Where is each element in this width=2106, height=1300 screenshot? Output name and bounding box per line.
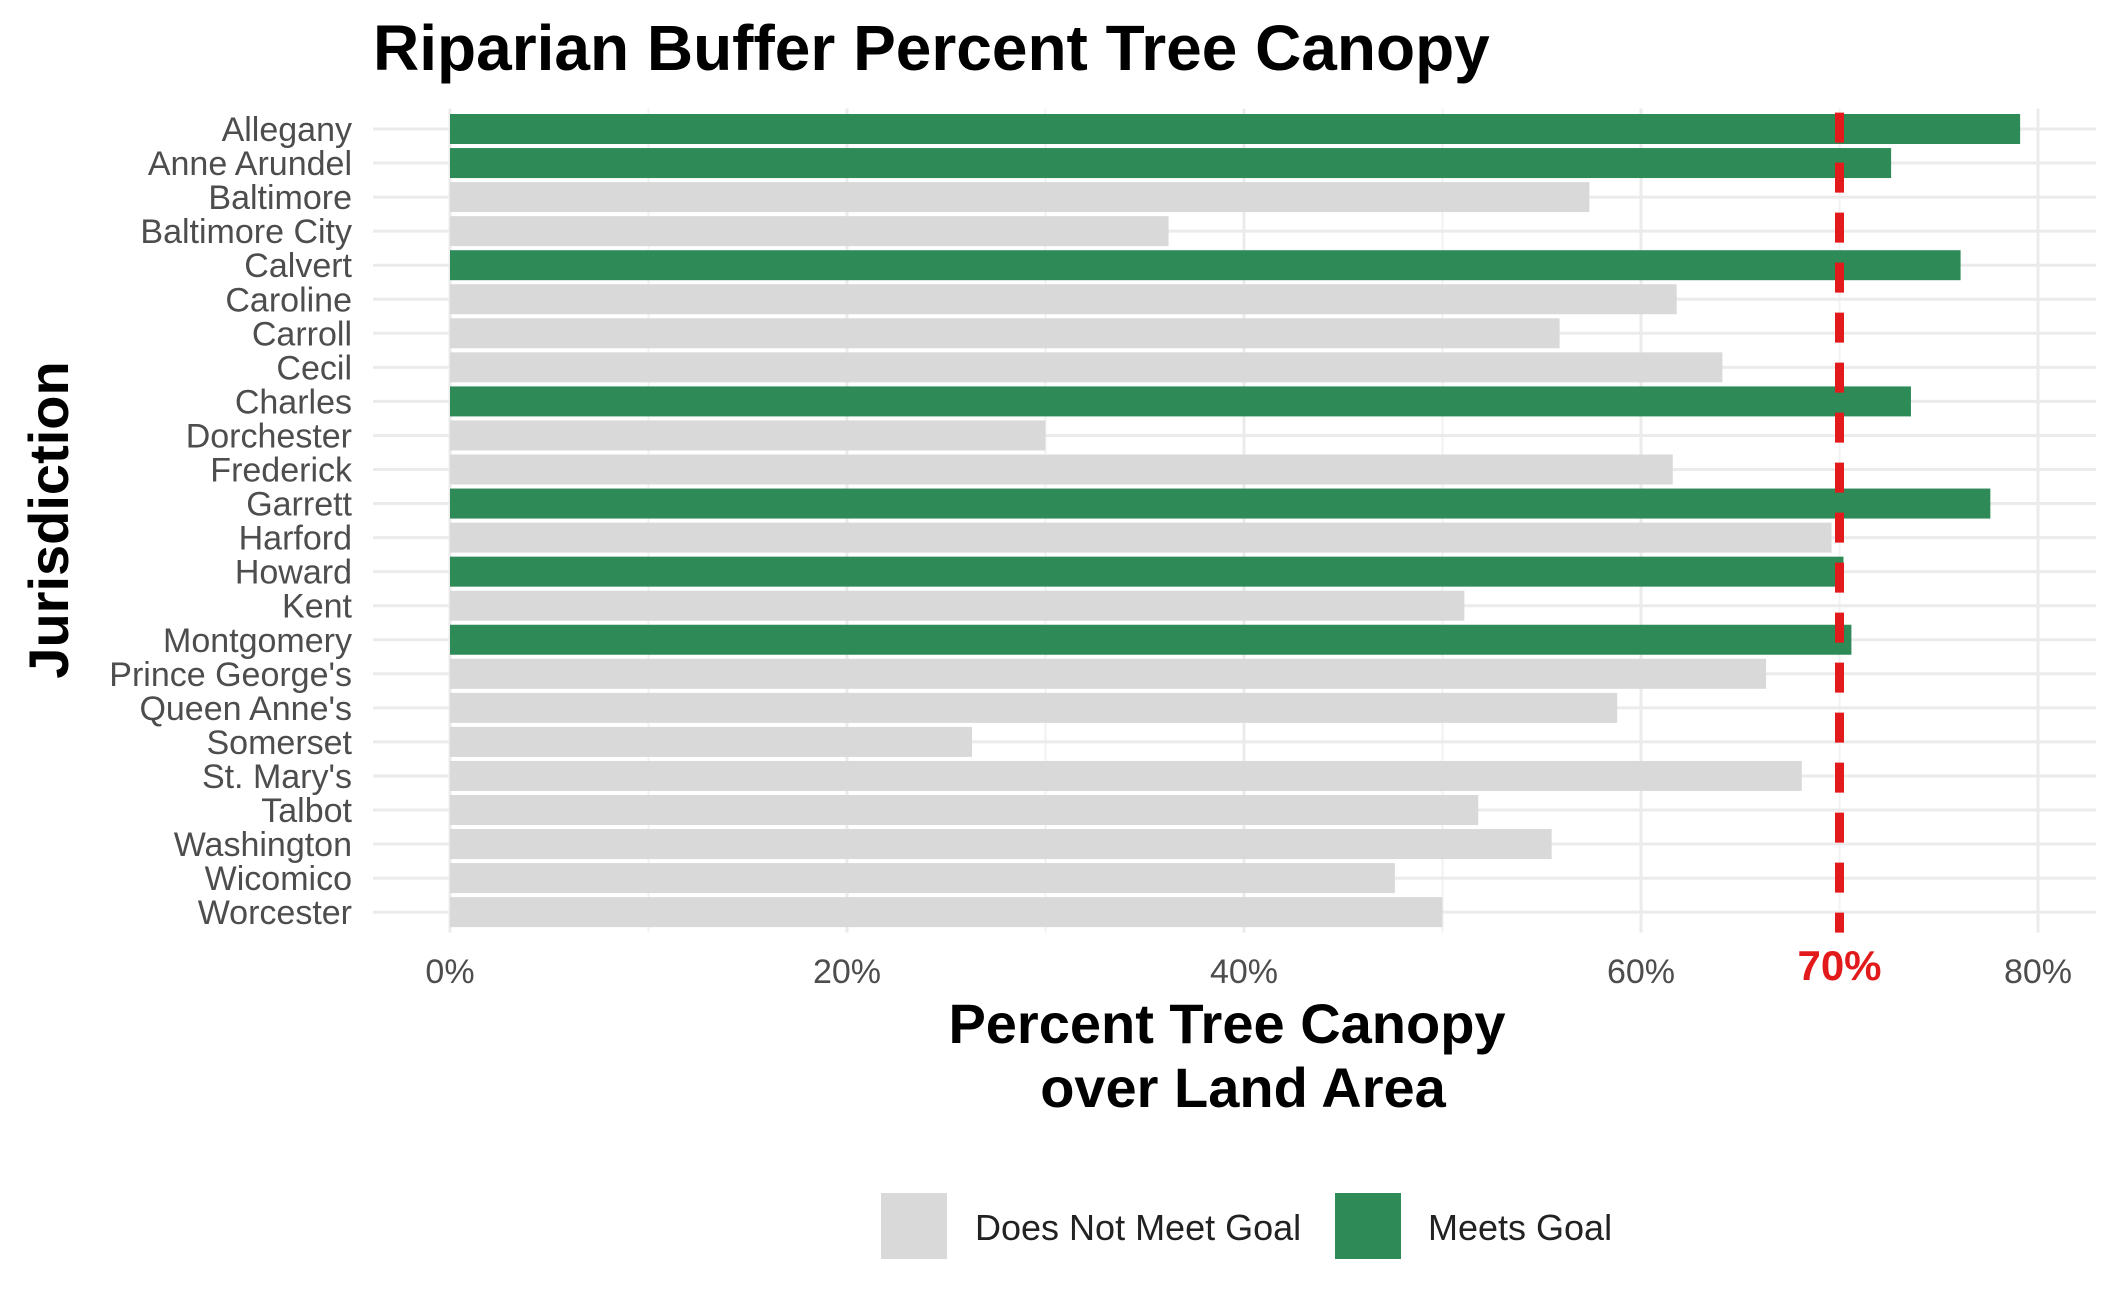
category-label: Kent [282, 588, 352, 626]
bar-st-mary-s [450, 760, 1802, 791]
x-axis-title-line-1: Percent Tree Canopy [948, 992, 1505, 1055]
category-label: Allegany [222, 111, 352, 149]
x-tick-labels: 0% 20% 40% 60% 80% [425, 953, 2072, 991]
bar-frederick [450, 454, 1673, 485]
bar-washington [450, 829, 1552, 860]
bar-kent [450, 590, 1465, 621]
category-label: Garrett [246, 486, 352, 524]
bar-anne-arundel [450, 148, 1892, 179]
category-label: Worcester [198, 894, 352, 932]
legend-key [1335, 1193, 1401, 1259]
category-label: Somerset [207, 724, 353, 762]
bar-calvert [450, 250, 1961, 281]
category-label: Anne Arundel [148, 145, 352, 183]
bar-worcester [450, 897, 1443, 928]
x-tick-label: 40% [1210, 953, 1278, 991]
bar-montgomery [450, 624, 1852, 655]
legend-label: Meets Goal [1428, 1207, 1612, 1248]
category-label: Queen Anne's [139, 690, 352, 728]
bar-baltimore-city [450, 216, 1169, 247]
category-label: Talbot [261, 792, 352, 830]
reference-line-label: 70% [1797, 942, 1881, 989]
bar-wicomico [450, 863, 1395, 894]
y-axis-title: Jurisdiction [17, 361, 80, 678]
bar-talbot [450, 795, 1479, 825]
reference-line-group: 70% [1797, 112, 1882, 989]
category-label: Carroll [252, 315, 352, 353]
category-label: Baltimore [208, 179, 352, 217]
x-tick-label: 0% [425, 953, 474, 991]
category-label: Caroline [225, 281, 352, 319]
category-label: Frederick [210, 452, 353, 490]
bar-somerset [450, 726, 973, 757]
category-label: Montgomery [163, 622, 352, 660]
x-tick-label: 20% [813, 953, 881, 991]
category-label: Calvert [244, 247, 352, 285]
bar-allegany [450, 114, 2021, 144]
bar-baltimore [450, 182, 1590, 213]
x-tick-label: 80% [2004, 953, 2072, 991]
category-label: St. Mary's [202, 758, 352, 796]
chart-title: Riparian Buffer Percent Tree Canopy [373, 12, 1490, 84]
x-axis-title-line-2: over Land Area [1040, 1056, 1446, 1119]
category-label: Dorchester [186, 417, 352, 455]
category-label: Baltimore City [140, 213, 352, 251]
category-label: Cecil [276, 349, 352, 387]
category-label: Harford [239, 520, 352, 558]
category-label: Washington [174, 826, 352, 864]
bar-cecil [450, 352, 1723, 383]
category-label: Prince George's [109, 656, 352, 694]
bar-howard [450, 556, 1844, 587]
category-label: Howard [235, 554, 352, 592]
x-tick-label: 60% [1607, 953, 1675, 991]
bar-harford [450, 522, 1832, 553]
bar-garrett [450, 488, 1991, 519]
legend: Does Not Meet Goal Meets Goal [881, 1193, 1612, 1259]
bar-caroline [450, 284, 1677, 315]
bar-carroll [450, 318, 1560, 349]
legend-key [881, 1193, 947, 1259]
bar-dorchester [450, 420, 1046, 451]
bar-queen-anne-s [450, 692, 1618, 723]
category-label: Charles [235, 383, 352, 421]
category-label: Wicomico [205, 860, 352, 898]
bar-prince-george-s [450, 658, 1767, 689]
legend-label: Does Not Meet Goal [975, 1207, 1301, 1248]
bars [450, 114, 2021, 928]
bar-charles [450, 386, 1911, 417]
